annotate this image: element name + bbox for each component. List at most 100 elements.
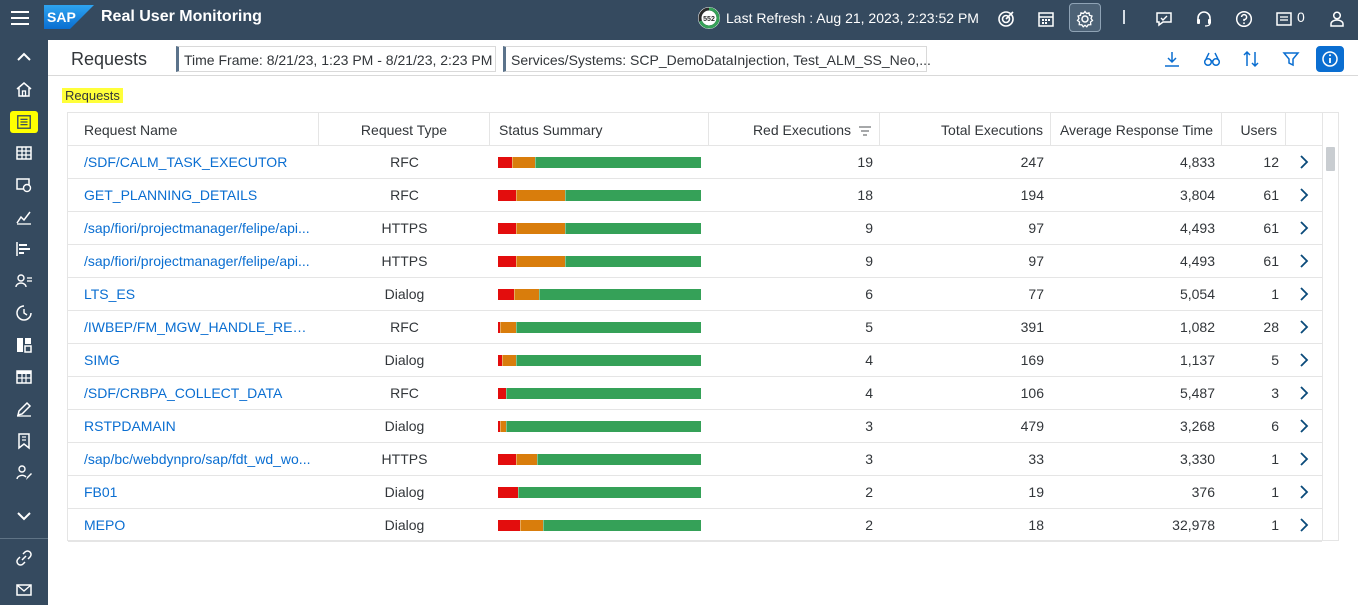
average-response-time: 3,268	[1179, 418, 1215, 434]
chevron-right-icon[interactable]	[1296, 286, 1312, 302]
services-systems-filter[interactable]: Services/Systems: SCP_DemoDataInjection,…	[503, 46, 931, 72]
red-executions: 3	[865, 451, 873, 467]
chevron-right-icon[interactable]	[1296, 385, 1312, 401]
chevron-right-icon[interactable]	[1296, 154, 1312, 170]
settings-button[interactable]	[1069, 3, 1101, 32]
col-total-executions[interactable]: Total Executions	[880, 113, 1051, 146]
target-icon[interactable]	[995, 8, 1017, 30]
chevron-right-icon[interactable]	[1296, 352, 1312, 368]
request-name-link[interactable]: MEPO	[84, 517, 126, 533]
table-row[interactable]: /IWBEP/FM_MGW_HANDLE_REQ... RFC 5 391 1,082 2…	[68, 311, 1322, 344]
col-request-name[interactable]: Request Name	[68, 113, 319, 146]
col-red-executions[interactable]: Red Executions	[709, 113, 880, 146]
table-row[interactable]: /SDF/CALM_TASK_EXECUTOR RFC 19 247 4,833 12	[68, 146, 1322, 179]
request-name-link[interactable]: LTS_ES	[84, 286, 136, 302]
total-executions: 97	[1028, 253, 1044, 269]
chevron-right-icon[interactable]	[1296, 187, 1312, 203]
status-red-segment	[498, 454, 517, 465]
dashboard-icon[interactable]	[0, 330, 48, 360]
help-icon[interactable]	[1233, 8, 1255, 30]
red-executions: 4	[865, 352, 873, 368]
users-count: 1	[1271, 517, 1279, 533]
status-orange-segment	[516, 256, 565, 267]
col-average-response-time[interactable]: Average Response Time	[1051, 113, 1222, 146]
scroll-thumb[interactable]	[1326, 147, 1335, 171]
col-request-type[interactable]: Request Type	[319, 113, 490, 146]
request-name-link[interactable]: /SDF/CRBPA_COLLECT_DATA	[84, 385, 283, 401]
support-icon[interactable]	[1193, 8, 1215, 30]
status-orange-segment	[514, 289, 539, 300]
filter-icon[interactable]	[1277, 46, 1305, 72]
average-response-time: 4,493	[1179, 253, 1215, 269]
sort-icon[interactable]	[1237, 46, 1265, 72]
link-icon[interactable]	[0, 543, 48, 573]
time-frame-filter[interactable]: Time Frame: 8/21/23, 1:23 PM - 8/21/23, …	[176, 46, 496, 72]
status-red-segment	[498, 421, 501, 432]
chevron-right-icon[interactable]	[1296, 253, 1312, 269]
table-row[interactable]: /sap/fiori/projectmanager/felipe/api... H…	[68, 245, 1322, 278]
col-status-summary[interactable]: Status Summary	[490, 113, 709, 146]
mail-icon[interactable]	[0, 575, 48, 605]
request-name-link[interactable]: SIMG	[84, 352, 120, 368]
menu-icon[interactable]	[11, 11, 29, 25]
vertical-scrollbar[interactable]	[1322, 113, 1338, 540]
status-red-segment	[498, 190, 517, 201]
history-icon[interactable]	[0, 298, 48, 328]
refresh-timer-icon[interactable]: 552	[697, 6, 721, 30]
chevron-right-icon[interactable]	[1296, 220, 1312, 236]
request-name-link[interactable]: FB01	[84, 484, 118, 500]
status-summary-bar	[498, 223, 701, 234]
monitor-icon[interactable]	[0, 170, 48, 200]
requests-table: Request Name Request Type Status Summary…	[67, 112, 1339, 542]
requests-list-icon[interactable]	[0, 107, 48, 137]
grid-icon[interactable]	[0, 362, 48, 392]
sap-logo[interactable]: SAP	[44, 5, 94, 29]
edit-icon[interactable]	[0, 394, 48, 424]
chevron-right-icon[interactable]	[1296, 484, 1312, 500]
info-icon[interactable]	[1316, 46, 1344, 72]
binoculars-icon[interactable]	[1198, 46, 1226, 72]
total-executions: 479	[1020, 418, 1044, 434]
table-row[interactable]: MEPO Dialog 2 18 32,978 1	[68, 509, 1322, 542]
request-name-link[interactable]: /sap/fiori/projectmanager/felipe/api...	[84, 220, 310, 236]
bookmark-icon[interactable]	[0, 426, 48, 456]
chevron-right-icon[interactable]	[1296, 418, 1312, 434]
person-edit-icon[interactable]	[0, 458, 48, 488]
chevron-right-icon[interactable]	[1296, 319, 1312, 335]
chevron-right-icon[interactable]	[1296, 517, 1312, 533]
request-name-link[interactable]: /IWBEP/FM_MGW_HANDLE_REQ...	[84, 319, 312, 335]
total-executions: 19	[1028, 484, 1044, 500]
table-row[interactable]: /sap/fiori/projectmanager/felipe/api... H…	[68, 212, 1322, 245]
user-icon[interactable]	[1326, 8, 1348, 30]
table-row[interactable]: RSTPDAMAIN Dialog 3 479 3,268 6	[68, 410, 1322, 443]
table-row[interactable]: FB01 Dialog 2 19 376 1	[68, 476, 1322, 509]
feedback-icon[interactable]	[1153, 8, 1175, 30]
users-list-icon[interactable]	[0, 266, 48, 296]
col-users[interactable]: Users	[1222, 113, 1286, 146]
collapse-up-icon[interactable]	[0, 42, 48, 72]
analytics-icon[interactable]	[0, 202, 48, 232]
bar-chart-icon[interactable]	[0, 234, 48, 264]
table-icon[interactable]	[0, 138, 48, 168]
request-name-link[interactable]: /sap/bc/webdynpro/sap/fdt_wd_wo...	[84, 451, 311, 467]
table-row[interactable]: GET_PLANNING_DETAILS RFC 18 194 3,804 61	[68, 179, 1322, 212]
calendar-icon[interactable]	[1035, 8, 1057, 30]
settings-icon[interactable]	[1074, 8, 1096, 30]
status-red-segment	[498, 157, 513, 168]
request-name-link[interactable]: /SDF/CALM_TASK_EXECUTOR	[84, 154, 288, 170]
request-name-link[interactable]: GET_PLANNING_DETAILS	[84, 187, 258, 203]
chevron-right-icon[interactable]	[1296, 451, 1312, 467]
table-row[interactable]: /sap/bc/webdynpro/sap/fdt_wd_wo... HTTPS 3…	[68, 443, 1322, 476]
table-row[interactable]: /SDF/CRBPA_COLLECT_DATA RFC 4 106 5,487 3	[68, 377, 1322, 410]
table-row[interactable]: SIMG Dialog 4 169 1,137 5	[68, 344, 1322, 377]
status-summary-bar	[498, 421, 701, 432]
status-orange-segment	[516, 454, 537, 465]
home-icon[interactable]	[0, 74, 48, 104]
download-icon[interactable]	[1158, 46, 1186, 72]
notifications-icon[interactable]	[1273, 8, 1295, 30]
expand-down-icon[interactable]	[0, 501, 48, 531]
request-name-link[interactable]: RSTPDAMAIN	[84, 418, 176, 434]
request-name-link[interactable]: /sap/fiori/projectmanager/felipe/api...	[84, 253, 310, 269]
request-type: RFC	[390, 154, 419, 170]
table-row[interactable]: LTS_ES Dialog 6 77 5,054 1	[68, 278, 1322, 311]
